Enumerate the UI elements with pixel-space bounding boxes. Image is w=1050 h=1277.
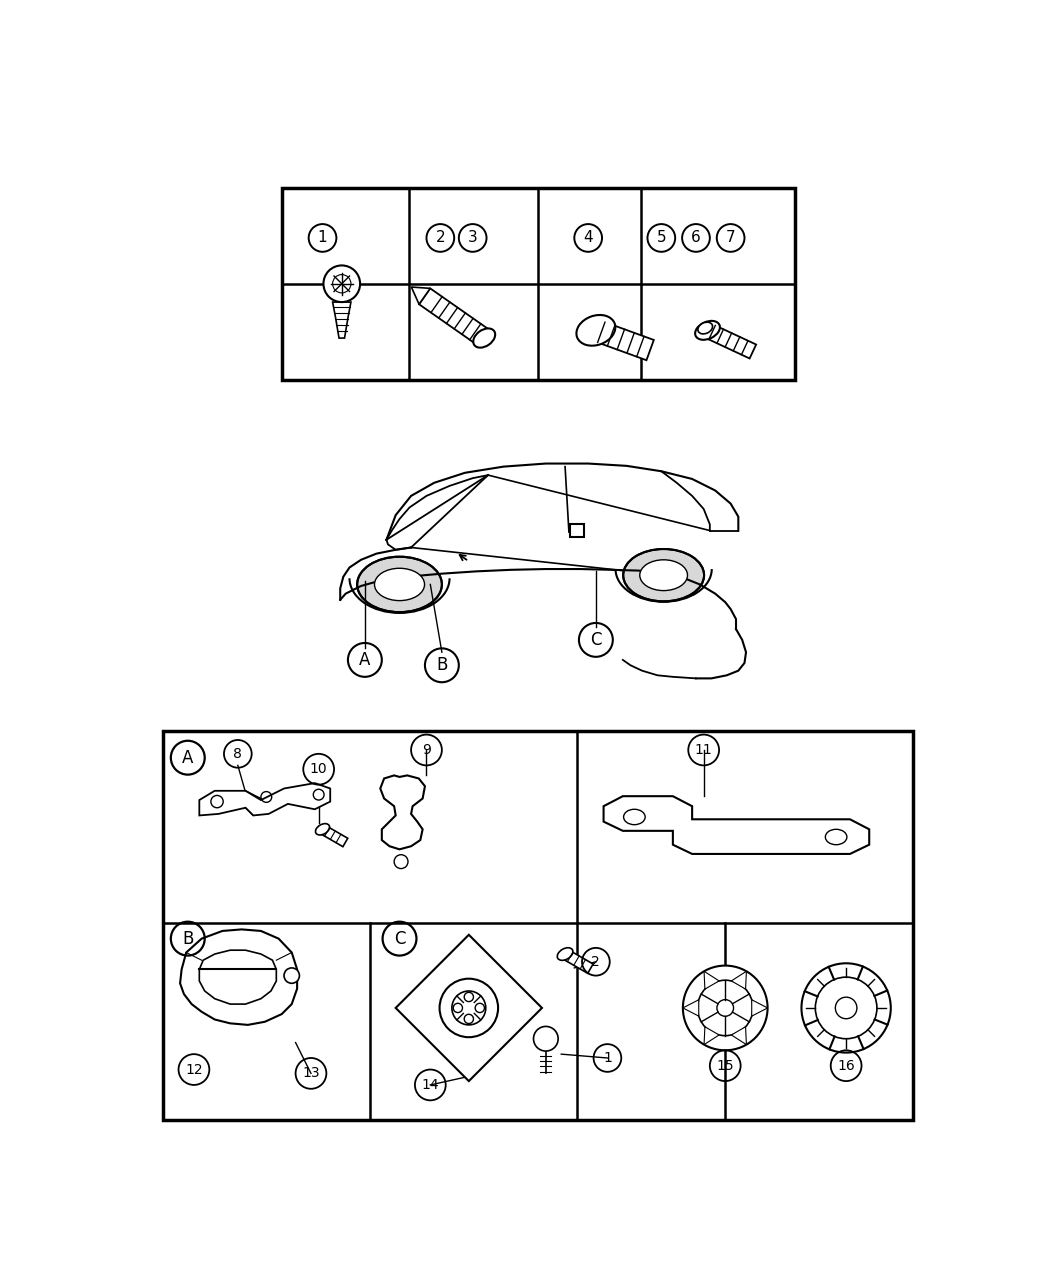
Text: B: B: [182, 930, 193, 948]
Text: 9: 9: [422, 743, 430, 757]
Polygon shape: [705, 323, 756, 359]
Text: 5: 5: [656, 230, 666, 245]
Ellipse shape: [698, 322, 713, 333]
Polygon shape: [752, 1000, 768, 1016]
Circle shape: [464, 992, 474, 1001]
Bar: [281, 188, 795, 381]
Bar: [163, 730, 914, 1120]
Text: 1: 1: [318, 230, 328, 245]
Ellipse shape: [357, 557, 442, 612]
Text: 15: 15: [716, 1059, 734, 1073]
Text: A: A: [359, 651, 371, 669]
Ellipse shape: [576, 315, 615, 346]
Text: 12: 12: [185, 1062, 203, 1077]
Text: B: B: [436, 656, 447, 674]
Polygon shape: [320, 825, 348, 847]
Circle shape: [464, 1014, 474, 1024]
Polygon shape: [396, 935, 542, 1082]
Ellipse shape: [558, 948, 573, 960]
Text: 13: 13: [302, 1066, 320, 1080]
Text: 1: 1: [603, 1051, 612, 1065]
Circle shape: [801, 963, 890, 1052]
Polygon shape: [682, 1000, 698, 1016]
Text: 11: 11: [695, 743, 713, 757]
Ellipse shape: [375, 568, 424, 600]
Polygon shape: [592, 321, 654, 360]
Ellipse shape: [624, 549, 705, 601]
Polygon shape: [732, 1027, 747, 1045]
Ellipse shape: [315, 824, 330, 835]
Polygon shape: [705, 1027, 719, 1045]
Text: A: A: [182, 748, 193, 766]
Bar: [570, 524, 584, 538]
Polygon shape: [333, 303, 351, 338]
Ellipse shape: [474, 328, 496, 347]
Text: 16: 16: [837, 1059, 855, 1073]
Ellipse shape: [695, 321, 720, 340]
Circle shape: [476, 1004, 484, 1013]
Circle shape: [284, 968, 299, 983]
Circle shape: [682, 965, 768, 1050]
Circle shape: [533, 1027, 559, 1051]
Text: 2: 2: [591, 955, 601, 969]
Polygon shape: [419, 289, 489, 346]
Ellipse shape: [639, 559, 688, 590]
Polygon shape: [705, 972, 719, 990]
Polygon shape: [200, 783, 330, 816]
Polygon shape: [732, 972, 747, 990]
Text: 3: 3: [468, 230, 478, 245]
Polygon shape: [563, 949, 593, 973]
Circle shape: [323, 266, 360, 303]
Polygon shape: [412, 287, 430, 304]
Text: 8: 8: [233, 747, 243, 761]
Polygon shape: [604, 796, 869, 854]
Text: 4: 4: [584, 230, 593, 245]
Text: C: C: [394, 930, 405, 948]
Text: 2: 2: [436, 230, 445, 245]
Polygon shape: [380, 775, 425, 849]
Circle shape: [454, 1004, 462, 1013]
Polygon shape: [200, 950, 276, 1004]
Text: 7: 7: [726, 230, 735, 245]
Text: 6: 6: [691, 230, 700, 245]
Text: 10: 10: [310, 762, 328, 776]
Text: C: C: [590, 631, 602, 649]
Text: 14: 14: [421, 1078, 439, 1092]
Polygon shape: [181, 930, 297, 1025]
